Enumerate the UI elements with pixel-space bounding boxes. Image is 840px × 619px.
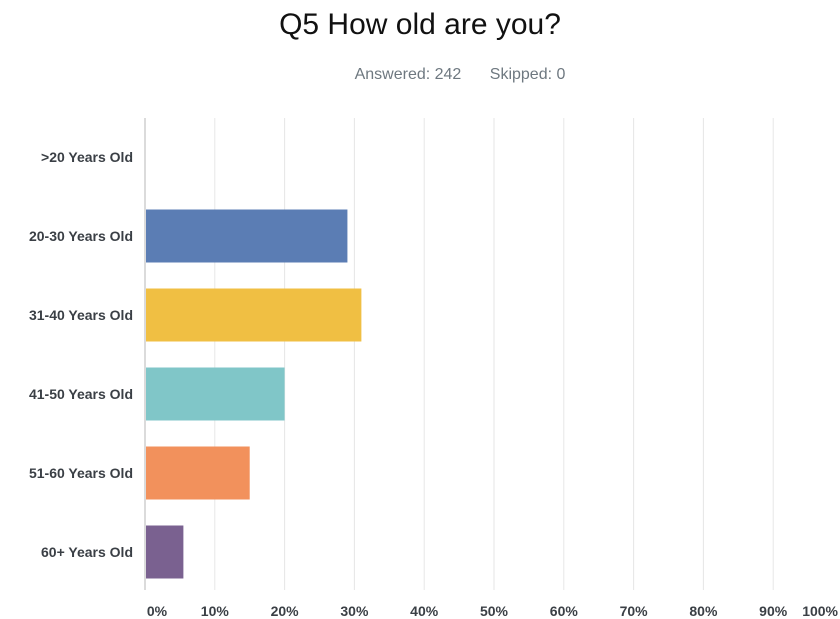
bar-2 bbox=[146, 209, 348, 263]
chart-title: Q5 How old are you? bbox=[279, 8, 561, 41]
x-tick-label: 80% bbox=[689, 603, 718, 619]
x-tick-label: 30% bbox=[340, 603, 369, 619]
bar-5 bbox=[146, 446, 250, 500]
category-label: 51-60 Years Old bbox=[29, 465, 133, 481]
x-tick-label: 10% bbox=[201, 603, 230, 619]
x-tick-label: 100% bbox=[802, 603, 838, 619]
category-label: 41-50 Years Old bbox=[29, 386, 133, 402]
category-label: 31-40 Years Old bbox=[29, 307, 133, 323]
category-label: >20 Years Old bbox=[41, 149, 133, 165]
bar-6 bbox=[146, 525, 184, 579]
x-tick-label: 40% bbox=[410, 603, 439, 619]
bar-3 bbox=[146, 288, 362, 342]
x-tick-label: 0% bbox=[147, 603, 168, 619]
x-tick-label: 60% bbox=[550, 603, 579, 619]
chart-subtitle: Answered: 242 Skipped: 0 bbox=[0, 66, 840, 84]
answered-count: Answered: 242 bbox=[354, 66, 462, 83]
x-tick-label: 50% bbox=[480, 603, 509, 619]
x-tick-label: 90% bbox=[759, 603, 788, 619]
x-tick-label: 20% bbox=[271, 603, 300, 619]
x-tick-label: 70% bbox=[620, 603, 649, 619]
category-label: 20-30 Years Old bbox=[29, 228, 133, 244]
category-label: 60+ Years Old bbox=[41, 544, 133, 560]
skipped-count: Skipped: 0 bbox=[489, 66, 566, 83]
bar-4 bbox=[146, 367, 285, 421]
